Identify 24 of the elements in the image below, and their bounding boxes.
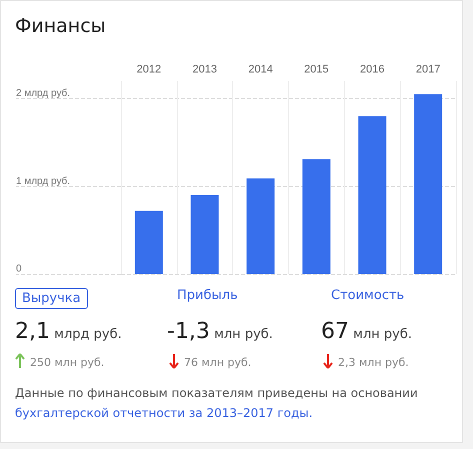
text: Выручка [15, 288, 88, 309]
x-tick-label: 2012 [136, 64, 162, 76]
x-tick-label: 2017 [416, 64, 440, 76]
text: 76 млн руб. [184, 356, 252, 369]
y-tick-label: 0 [16, 264, 22, 274]
text: Прибыль [177, 288, 238, 303]
text: 2,3 млн руб. [338, 356, 409, 369]
y-tick-label: 2 млрд руб. [16, 88, 70, 100]
x-tick-label: 2016 [360, 64, 384, 76]
x-tick-label: 2013 [192, 64, 217, 76]
text: млн руб. [352, 327, 412, 342]
x-tick-label: 2014 [248, 64, 273, 76]
text: 2,1 [15, 319, 50, 344]
chart-title: Финансы [15, 15, 106, 37]
text: 67 [321, 319, 349, 344]
text: Данные по финансовым показателям приведены на основании [15, 386, 418, 400]
text: Стоимость [331, 288, 404, 303]
text: -1,3 [167, 319, 210, 344]
y-tick-label: 1 млрд руб. [16, 176, 70, 187]
x-tick-label: 2015 [304, 64, 329, 76]
text: 250 млн руб. [30, 356, 104, 369]
text: млн руб. [213, 327, 273, 342]
text: млрд руб. [53, 327, 122, 342]
text: бухгалтерской отчетности за 2013–2017 годы. [15, 406, 313, 420]
